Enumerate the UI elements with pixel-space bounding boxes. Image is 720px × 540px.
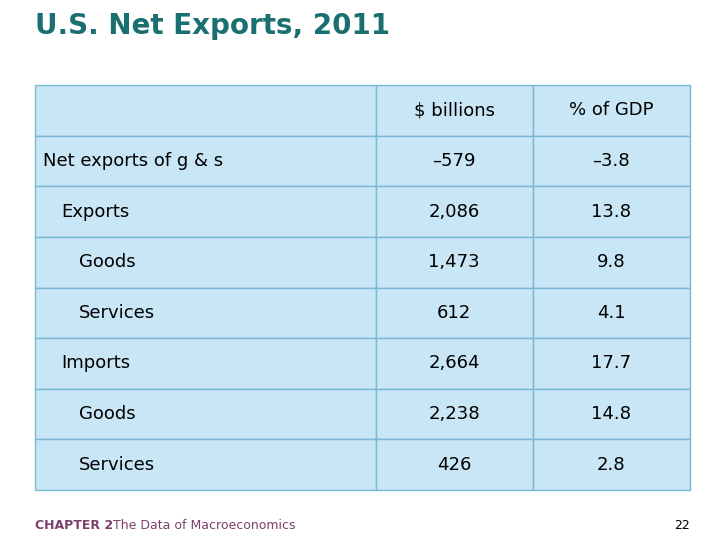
- Text: 14.8: 14.8: [591, 405, 631, 423]
- Bar: [35, 85, 376, 136]
- Text: 22: 22: [674, 519, 690, 532]
- Bar: [35, 338, 376, 389]
- Text: Goods: Goods: [79, 405, 135, 423]
- Bar: [376, 440, 533, 490]
- Bar: [533, 389, 690, 440]
- Bar: [35, 287, 376, 338]
- Bar: [376, 287, 533, 338]
- Bar: [533, 389, 690, 440]
- Bar: [35, 136, 376, 186]
- Text: CHAPTER 2: CHAPTER 2: [35, 519, 113, 532]
- Text: Services: Services: [79, 456, 155, 474]
- Text: 9.8: 9.8: [597, 253, 626, 271]
- Bar: [376, 186, 533, 237]
- Text: 2,238: 2,238: [428, 405, 480, 423]
- Bar: [376, 440, 533, 490]
- Bar: [35, 389, 376, 440]
- Bar: [376, 338, 533, 389]
- Bar: [35, 440, 376, 490]
- Bar: [35, 237, 376, 287]
- Bar: [376, 287, 533, 338]
- Bar: [533, 440, 690, 490]
- Bar: [376, 389, 533, 440]
- Text: 2,086: 2,086: [428, 202, 480, 220]
- Bar: [533, 186, 690, 237]
- Bar: [376, 389, 533, 440]
- Bar: [35, 440, 376, 490]
- Bar: [35, 186, 376, 237]
- Bar: [376, 237, 533, 287]
- Bar: [533, 136, 690, 186]
- Bar: [376, 136, 533, 186]
- Text: Goods: Goods: [79, 253, 135, 271]
- Bar: [533, 85, 690, 136]
- Bar: [376, 85, 533, 136]
- Text: 426: 426: [437, 456, 472, 474]
- Text: 17.7: 17.7: [591, 354, 631, 373]
- Bar: [35, 136, 376, 186]
- Bar: [533, 338, 690, 389]
- Bar: [35, 287, 376, 338]
- Text: U.S. Net Exports, 2011: U.S. Net Exports, 2011: [35, 12, 390, 40]
- Bar: [533, 85, 690, 136]
- Bar: [533, 440, 690, 490]
- Bar: [533, 287, 690, 338]
- Text: 612: 612: [437, 304, 472, 322]
- Text: 2.8: 2.8: [597, 456, 626, 474]
- Bar: [35, 338, 376, 389]
- Bar: [35, 186, 376, 237]
- Bar: [35, 85, 376, 136]
- Bar: [376, 186, 533, 237]
- Bar: [376, 338, 533, 389]
- Text: Imports: Imports: [61, 354, 130, 373]
- Text: Services: Services: [79, 304, 155, 322]
- Text: 1,473: 1,473: [428, 253, 480, 271]
- Bar: [376, 85, 533, 136]
- Bar: [35, 237, 376, 287]
- Bar: [533, 186, 690, 237]
- Bar: [533, 237, 690, 287]
- Bar: [533, 338, 690, 389]
- Bar: [376, 237, 533, 287]
- Text: 2,664: 2,664: [428, 354, 480, 373]
- Text: –579: –579: [433, 152, 476, 170]
- Text: $ billions: $ billions: [414, 102, 495, 119]
- Text: Exports: Exports: [61, 202, 130, 220]
- Bar: [533, 136, 690, 186]
- Bar: [533, 287, 690, 338]
- Bar: [533, 237, 690, 287]
- Text: –3.8: –3.8: [593, 152, 630, 170]
- Text: Net exports of g & s: Net exports of g & s: [43, 152, 223, 170]
- Bar: [376, 136, 533, 186]
- Text: % of GDP: % of GDP: [569, 102, 654, 119]
- Bar: [35, 389, 376, 440]
- Text: The Data of Macroeconomics: The Data of Macroeconomics: [113, 519, 295, 532]
- Text: 4.1: 4.1: [597, 304, 626, 322]
- Text: 13.8: 13.8: [591, 202, 631, 220]
